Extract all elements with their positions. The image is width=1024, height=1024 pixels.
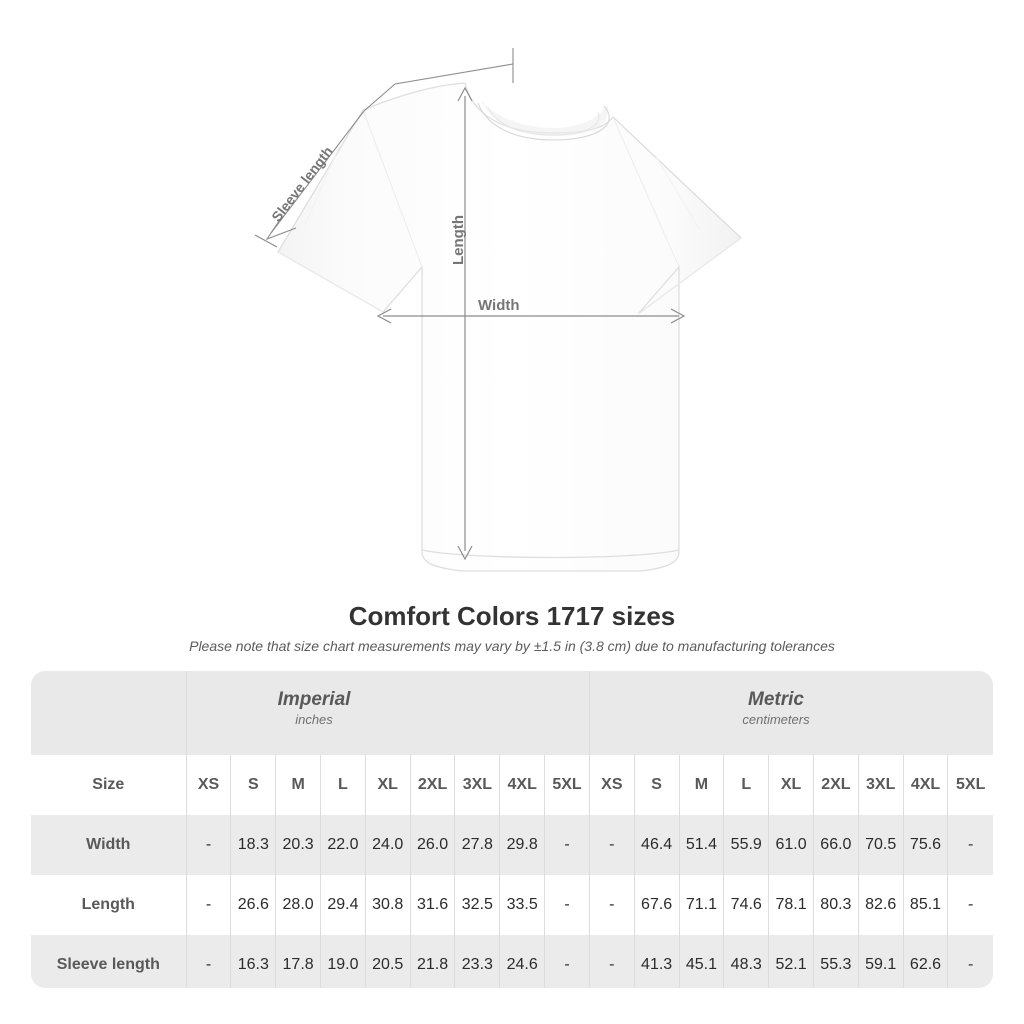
svg-text:Length: Length [450, 215, 467, 265]
svg-text:Width: Width [478, 297, 520, 314]
